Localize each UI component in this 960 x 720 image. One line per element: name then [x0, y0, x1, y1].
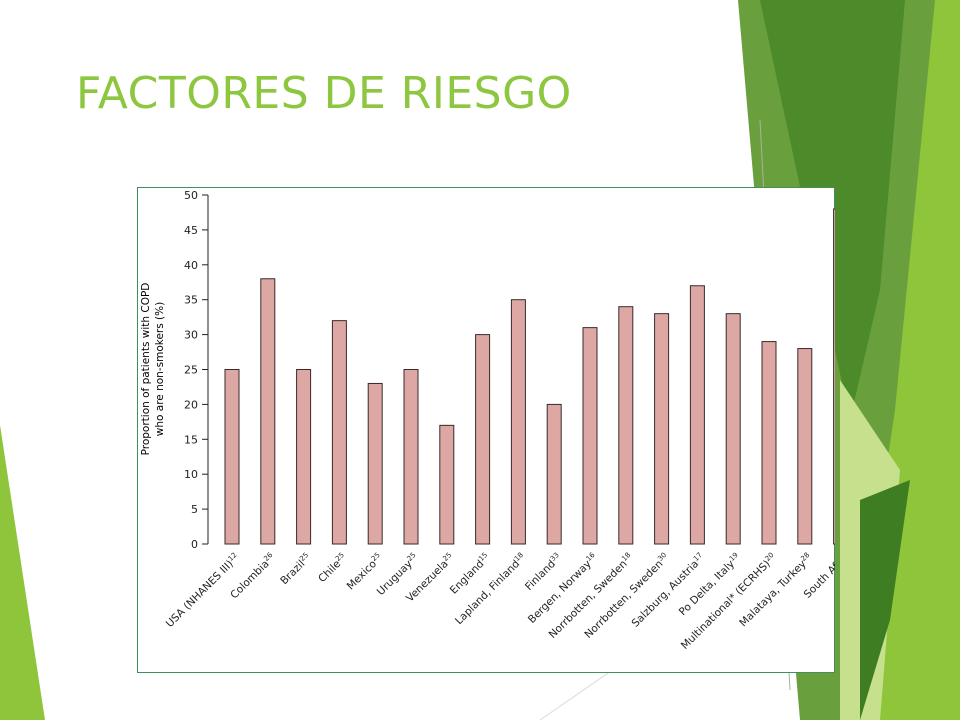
bar: [297, 370, 311, 545]
y-tick-label: 25: [184, 364, 198, 377]
slide-title: FACTORES DE RIESGO: [76, 68, 572, 119]
y-tick-label: 35: [184, 294, 198, 307]
x-tick-label: Po Delta, Italy19: [676, 551, 743, 618]
x-tick-label: Chile25: [315, 551, 349, 585]
y-tick-label: 45: [184, 224, 198, 237]
left-green-shape: [0, 425, 45, 720]
y-tick-label: 30: [184, 329, 198, 342]
bar: [583, 328, 597, 544]
bar: [798, 349, 812, 544]
y-tick-label: 0: [191, 538, 198, 551]
y-tick-label: 5: [191, 503, 198, 516]
x-tick-label: Bergen, Norway16: [525, 551, 600, 626]
bar: [225, 370, 239, 545]
bar: [261, 279, 275, 544]
y-axis-label-line1: Proportion of patients with COPD: [140, 283, 152, 456]
bar: [332, 321, 346, 544]
bar: [440, 425, 454, 544]
bars: [225, 209, 835, 544]
bar: [726, 314, 740, 544]
y-tick-label: 10: [184, 468, 198, 481]
bar: [655, 314, 669, 544]
y-tick-label: 50: [184, 189, 198, 202]
bar: [690, 286, 704, 544]
y-tick-label: 15: [184, 433, 198, 446]
bar: [834, 209, 835, 544]
y-tick-label: 20: [184, 398, 198, 411]
bar: [476, 335, 490, 544]
bar: [762, 342, 776, 544]
bar: [404, 370, 418, 545]
bar: [511, 300, 525, 544]
x-tick-label: Brazil25: [277, 551, 313, 587]
bar: [547, 404, 561, 544]
bar: [368, 383, 382, 544]
chart-frame: Proportion of patients with COPD who are…: [137, 187, 835, 673]
y-axis: 0 5 10 15 20 25 30 35 40 45 50: [184, 189, 208, 551]
bar-chart: Proportion of patients with COPD who are…: [137, 187, 835, 673]
y-tick-label: 40: [184, 259, 198, 272]
x-axis-labels: USA (NHANES III)12Colombia26Brazil25Chil…: [163, 551, 835, 652]
bar: [619, 307, 633, 544]
y-axis-label-line2: who are non-smokers (%): [154, 302, 166, 436]
